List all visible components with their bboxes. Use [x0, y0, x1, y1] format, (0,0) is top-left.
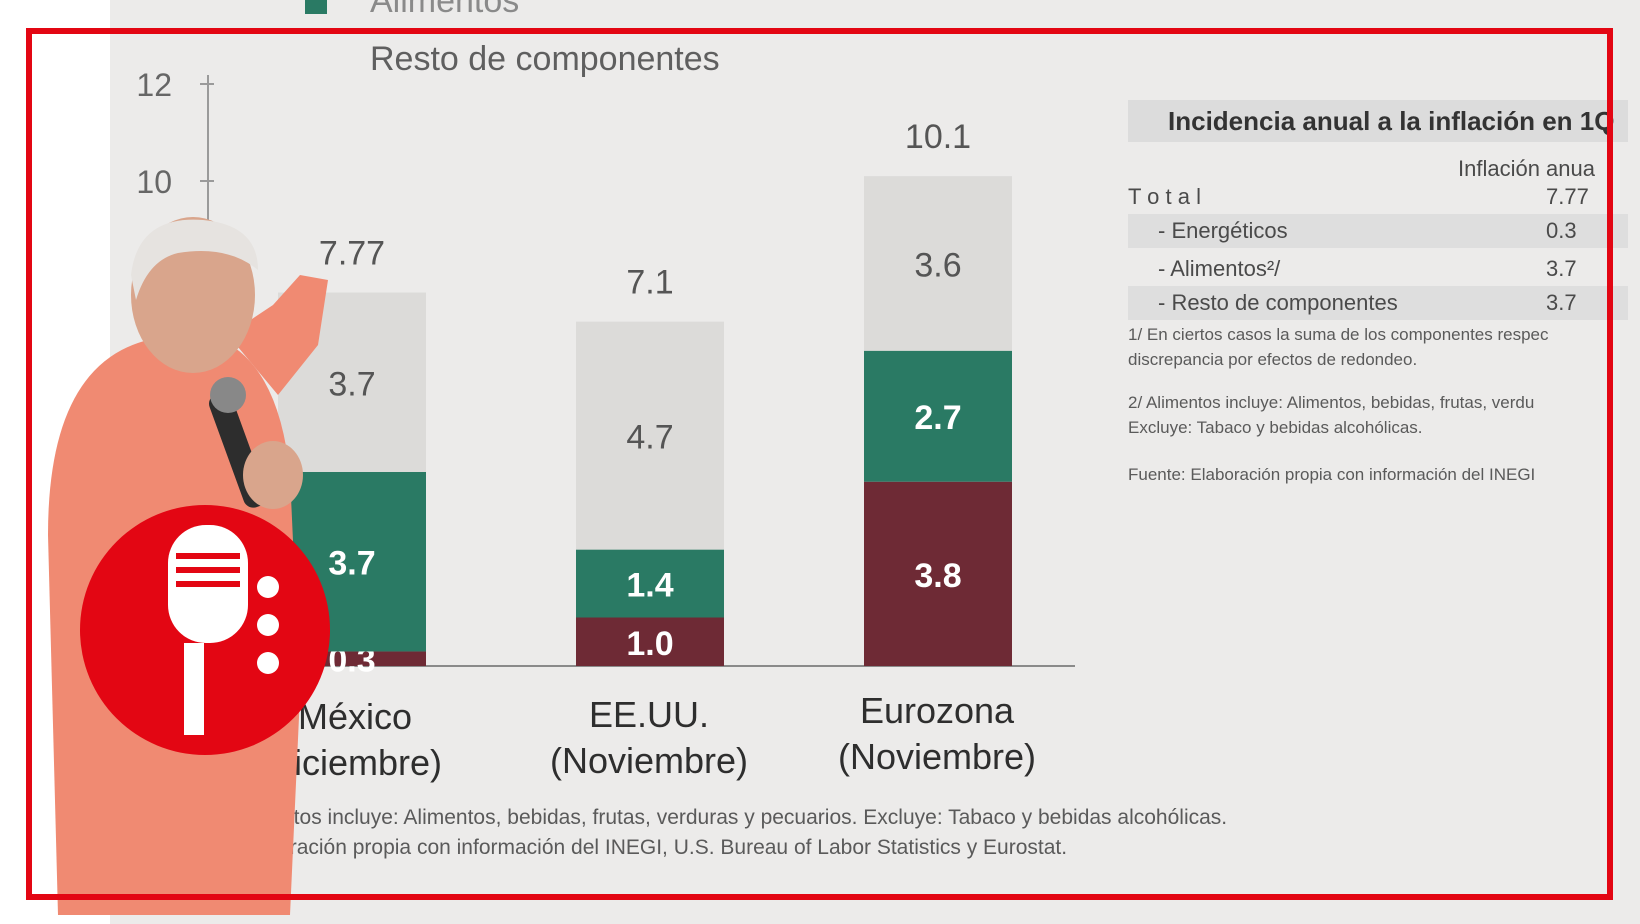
data-label: 4.7 — [626, 419, 673, 457]
footnote-1: ntos incluye: Alimentos, bebidas, frutas… — [282, 806, 1228, 829]
data-label: 2.7 — [914, 399, 961, 437]
table-note-source: Fuente: Elaboración propia con informaci… — [1128, 465, 1536, 484]
bar-segment — [864, 481, 1012, 666]
table-row-label: - Resto de componentes — [1158, 290, 1398, 315]
table-row-label: T o t a l — [1128, 184, 1201, 209]
data-label: 3.7 — [328, 365, 375, 403]
table-note-1b: discrepancia por efectos de redondeo. — [1128, 350, 1418, 369]
table-row-label: - Alimentos²/ — [1158, 256, 1281, 281]
category-label-eurozona-line1: Eurozona — [859, 690, 1015, 731]
data-label: 1.0 — [626, 625, 673, 663]
table-row-value: 3.7 — [1546, 290, 1577, 315]
table-row-value: 7.77 — [1546, 184, 1589, 209]
legend-item-alimentos-partial: Alimentos — [370, 0, 520, 20]
table-note-2b: Excluye: Tabaco y bebidas alcohólicas. — [1128, 418, 1423, 437]
category-label-eurozona: Eurozona (Noviembre) — [812, 688, 1062, 780]
category-label-eurozona-line2: (Noviembre) — [837, 736, 1037, 777]
bar-segment — [864, 350, 1012, 482]
data-label: 3.7 — [328, 545, 375, 583]
data-label: 3.8 — [914, 557, 961, 595]
y-tick-label: 10 — [136, 164, 172, 200]
microphone-icon — [80, 505, 330, 755]
table-row-label: - Energéticos — [1158, 218, 1288, 243]
bar-segment — [576, 617, 724, 666]
table-title: Incidencia anual a la inflación en 1Q — [1128, 100, 1628, 142]
bar-segment — [576, 549, 724, 618]
table-row-energeticos: - Energéticos 0.3 — [1128, 214, 1628, 248]
table-row-alimentos: - Alimentos²/ 3.7 — [1128, 252, 1628, 286]
table-note-1a: 1/ En ciertos casos la suma de los compo… — [1128, 325, 1549, 344]
data-label: 3.6 — [914, 246, 961, 284]
category-label-eeuu-line1: EE.UU. — [588, 694, 710, 735]
total-label: 10.1 — [905, 118, 971, 156]
table-column-header: Inflación anua — [1458, 156, 1595, 181]
category-label-mexico-line1: México — [297, 696, 413, 737]
category-label-eeuu-line2: (Noviembre) — [549, 740, 749, 781]
table-row-value: 0.3 — [1546, 218, 1577, 243]
legend-item-resto: Resto de componentes — [370, 40, 720, 78]
legend-swatch-alimentos — [305, 0, 327, 14]
bar-segment — [576, 321, 724, 550]
footnote-2: laboración propia con información del IN… — [250, 836, 1068, 859]
data-label: 1.4 — [626, 567, 673, 605]
table-row-value: 3.7 — [1546, 256, 1577, 281]
table-row-resto: - Resto de componentes 3.7 — [1128, 286, 1628, 320]
table-note-2a: 2/ Alimentos incluye: Alimentos, bebidas… — [1128, 393, 1535, 412]
y-tick-label: 12 — [136, 67, 172, 103]
table-row-total: T o t a l 7.77 — [1128, 180, 1628, 214]
bar-segment — [864, 176, 1012, 351]
category-label-eeuu: EE.UU. (Noviembre) — [524, 692, 774, 784]
total-label: 7.77 — [319, 235, 385, 273]
total-label: 7.1 — [626, 264, 673, 302]
